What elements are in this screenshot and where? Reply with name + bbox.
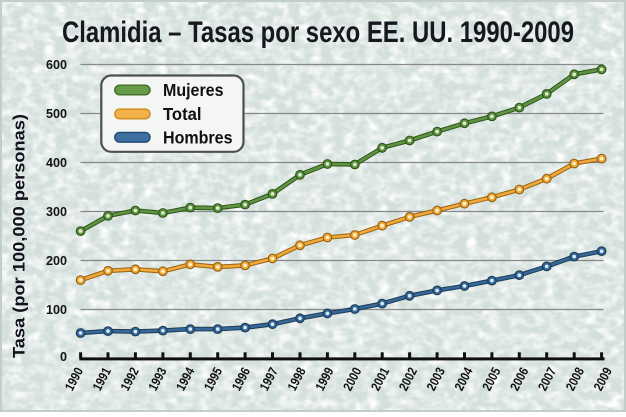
svg-text:Mujeres: Mujeres (163, 80, 224, 100)
svg-text:400: 400 (46, 156, 67, 170)
svg-text:Total: Total (163, 104, 202, 124)
svg-text:200: 200 (46, 254, 67, 268)
svg-text:100: 100 (46, 303, 67, 317)
svg-text:300: 300 (46, 205, 67, 219)
svg-text:600: 600 (46, 58, 67, 72)
svg-text:0: 0 (60, 350, 67, 364)
svg-text:Hombres: Hombres (163, 128, 233, 148)
svg-text:Tasa (por 100,000 personas): Tasa (por 100,000 personas) (11, 114, 29, 358)
svg-text:500: 500 (46, 107, 67, 121)
svg-text:Clamidia – Tasas por sexo EE.: Clamidia – Tasas por sexo EE. UU. 1990-2… (62, 16, 574, 49)
